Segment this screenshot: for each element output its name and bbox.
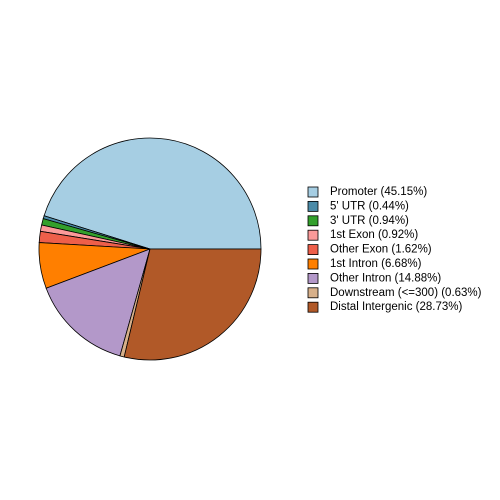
legend-label: 5' UTR (0.44%) <box>330 200 409 212</box>
legend-swatch <box>307 272 319 284</box>
legend-label: 3' UTR (0.94%) <box>330 215 409 227</box>
legend-swatch <box>307 215 319 227</box>
legend-swatch <box>307 301 319 313</box>
pie-slice <box>123 248 262 361</box>
legend-swatch <box>307 229 319 241</box>
legend-label: Other Exon (1.62%) <box>330 244 432 256</box>
legend-swatch <box>307 287 319 299</box>
pie-slice <box>45 248 151 357</box>
legend-swatch <box>307 258 319 270</box>
legend-label: 1st Intron (6.68%) <box>330 258 422 270</box>
legend-label: Distal Intergenic (28.73%) <box>330 301 462 313</box>
legend-label: Downstream (<=300) (0.63%) <box>330 287 482 299</box>
legend-label: Promoter (45.15%) <box>330 186 427 198</box>
pie-slice <box>43 137 262 250</box>
legend-swatch <box>307 200 319 212</box>
legend-label: Other Intron (14.88%) <box>330 272 441 284</box>
legend-swatch <box>307 244 319 256</box>
legend-label: 1st Exon (0.92%) <box>330 229 418 241</box>
legend-swatch <box>307 186 319 198</box>
